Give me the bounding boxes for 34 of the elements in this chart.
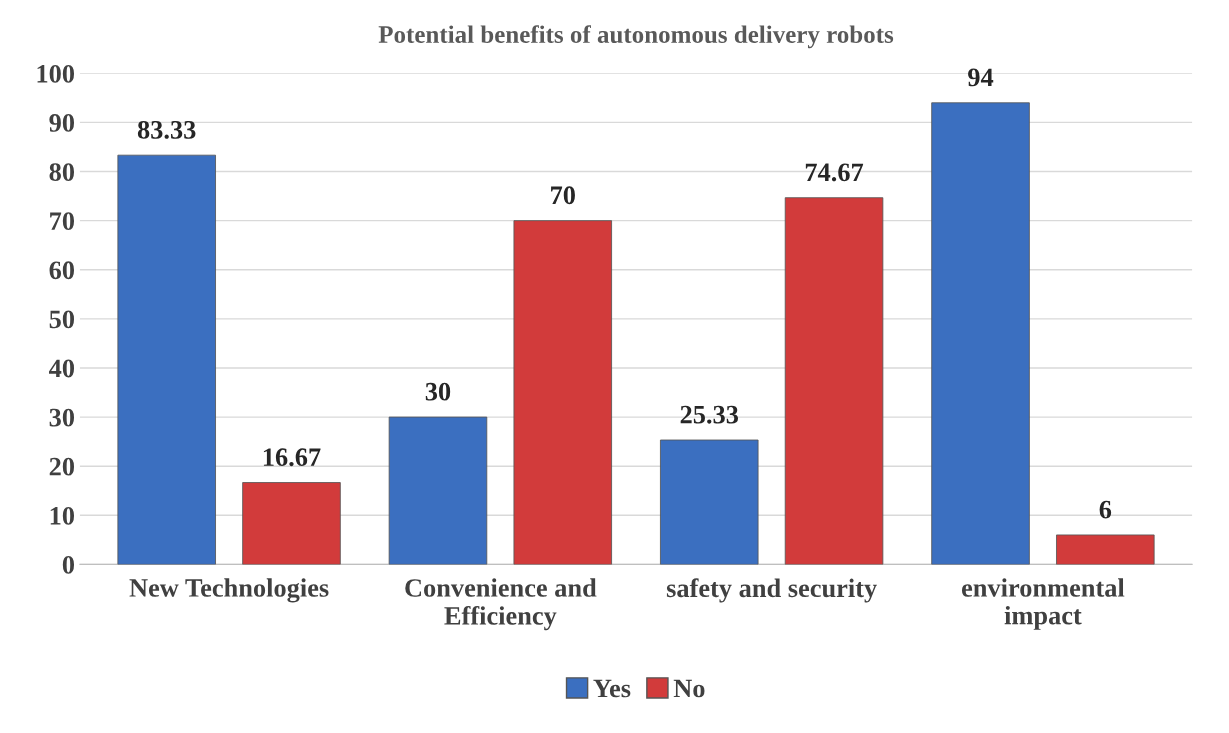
bar (931, 102, 1030, 565)
data-label: 6 (1099, 500, 1112, 519)
x-tick-label: New Technologies (129, 578, 329, 603)
x-tick-label: environmental impact (961, 578, 1125, 630)
bar (660, 439, 759, 565)
y-tick-label: 60 (49, 261, 75, 280)
y-tick-label: 20 (49, 457, 75, 476)
data-label: 30 (425, 382, 451, 401)
x-tick-label: Convenience and Efficiency (405, 578, 597, 631)
bar (242, 482, 341, 565)
y-tick-label: 0 (62, 556, 75, 574)
legend-label: No (673, 679, 705, 698)
bar (784, 197, 884, 565)
x-tick-label: safety and security (666, 578, 877, 603)
chart-title: Potential benefits of autonomous delivery robots (378, 25, 894, 49)
bar (513, 220, 613, 565)
legend-label: Yes (593, 679, 631, 698)
y-tick-label: 80 (49, 163, 75, 181)
y-tick-label: 90 (49, 114, 75, 132)
data-label: 83.33 (137, 120, 196, 139)
data-label: 16.67 (263, 448, 321, 467)
y-tick-label: 70 (50, 212, 75, 231)
y-tick-label: 30 (49, 408, 75, 427)
bar (1056, 534, 1155, 565)
data-label: 94 (968, 68, 994, 87)
y-tick-label: 10 (50, 506, 75, 525)
data-label: 74.67 (805, 163, 864, 182)
y-tick-label: 40 (49, 359, 75, 378)
data-label: 25.33 (680, 405, 739, 424)
y-tick-label: 50 (49, 310, 75, 329)
bar (117, 154, 216, 565)
bar (388, 416, 488, 565)
y-tick-label: 100 (37, 64, 75, 83)
data-label: 70 (551, 186, 575, 205)
